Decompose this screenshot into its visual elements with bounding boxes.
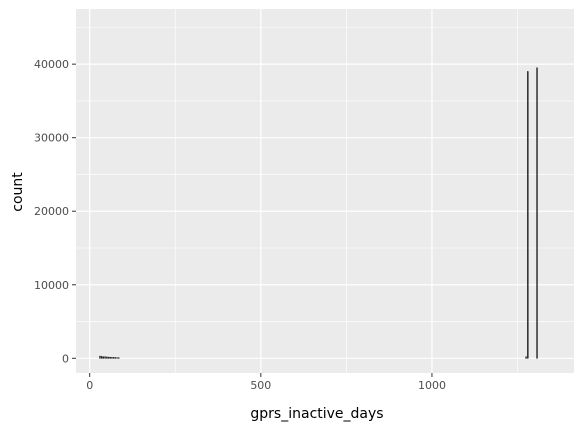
panel-background (76, 9, 574, 373)
y-tick-label: 40000 (34, 58, 69, 71)
histogram-bar (111, 357, 113, 359)
histogram-bar (114, 357, 117, 359)
major-gridlines (76, 9, 574, 373)
histogram-bar (102, 356, 105, 359)
histogram-bar (112, 357, 115, 359)
x-tick-label: 1000 (418, 379, 446, 392)
histogram-bar (116, 357, 118, 359)
histogram-bar (106, 356, 108, 359)
histogram-bar (527, 71, 529, 359)
x-axis: 0 500 1000 (86, 373, 446, 392)
x-tick-label: 0 (86, 379, 93, 392)
x-axis-title: gprs_inactive_days (250, 406, 383, 422)
histogram-bar (525, 356, 527, 359)
y-tick-label: 30000 (34, 132, 69, 145)
histogram-bar (118, 357, 120, 359)
histogram-bar (107, 356, 110, 359)
y-axis: 0 10000 20000 30000 40000 (34, 58, 76, 365)
y-tick-label: 20000 (34, 205, 69, 218)
y-tick-label: 0 (62, 352, 69, 365)
histogram-bar (109, 356, 111, 359)
histogram-bar (99, 355, 101, 359)
y-tick-label: 10000 (34, 279, 69, 292)
histogram-bar (104, 356, 106, 359)
histogram-bar (536, 67, 538, 359)
x-tick-label: 500 (250, 379, 271, 392)
minor-gridlines (76, 9, 574, 373)
histogram-bars (99, 67, 538, 359)
y-axis-title: count (10, 172, 26, 212)
histogram-bar (100, 356, 103, 359)
